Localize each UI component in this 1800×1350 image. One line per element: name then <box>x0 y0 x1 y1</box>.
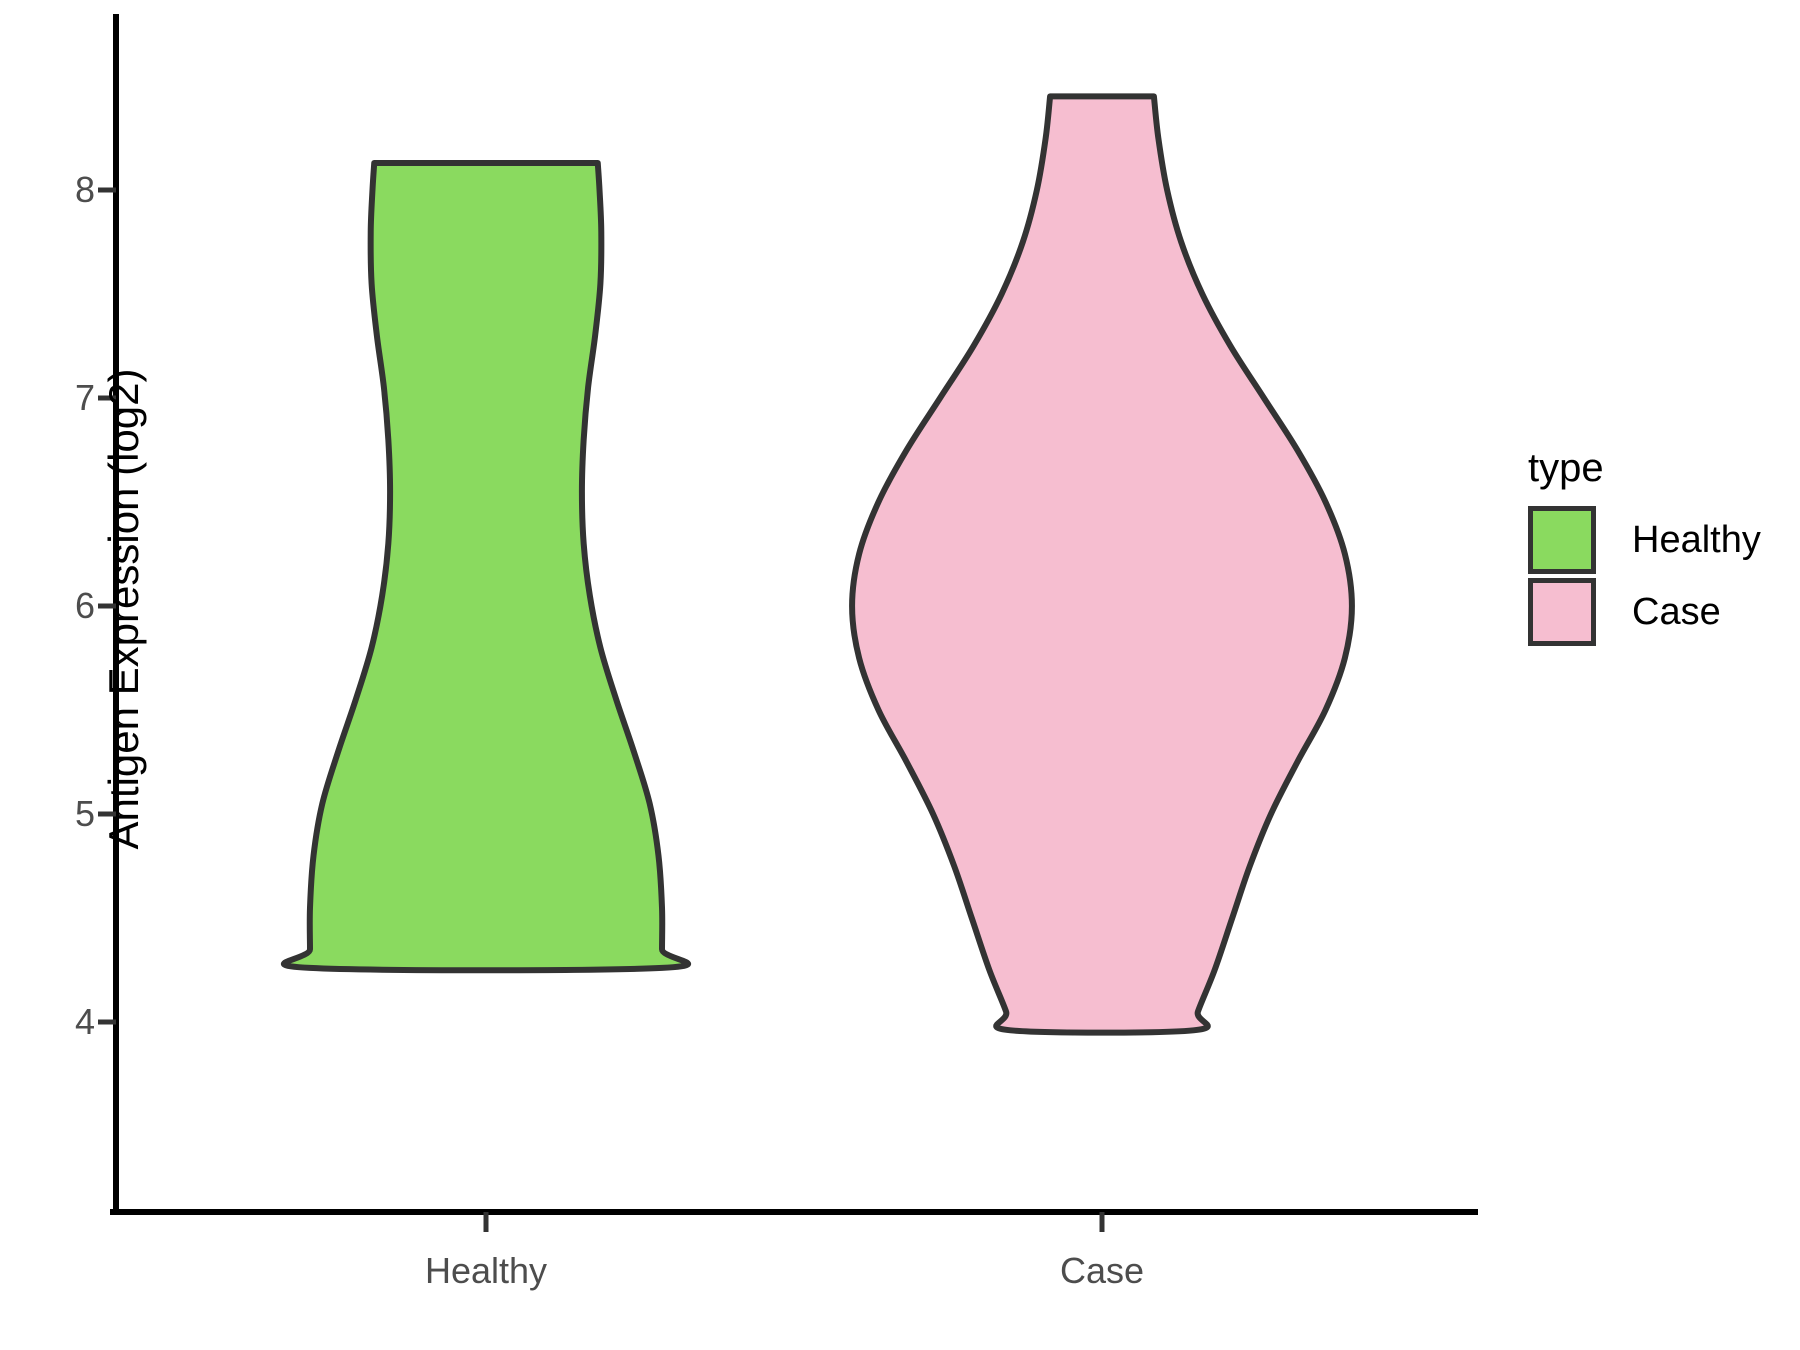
x-tick-label-case: Case <box>1059 1250 1145 1291</box>
y-tick-label-7: 7 <box>74 377 95 418</box>
violin-healthy <box>280 159 692 974</box>
legend-swatch-case <box>1528 578 1596 646</box>
legend-label-case: Case <box>1632 591 1721 633</box>
legend-swatch-healthy <box>1528 506 1596 574</box>
legend-label-healthy: Healthy <box>1632 519 1761 561</box>
y-tick-label-4: 4 <box>74 1001 95 1042</box>
y-tick-label-5: 5 <box>74 793 95 834</box>
y-tick-label-6: 6 <box>74 585 95 626</box>
violin-case <box>849 93 1355 1036</box>
legend-item-case[interactable]: Case <box>1528 576 1761 648</box>
y-tick-label-8: 8 <box>74 169 95 210</box>
x-tick-label-healthy: Healthy <box>424 1250 548 1291</box>
legend-item-healthy[interactable]: Healthy <box>1528 504 1761 576</box>
y-axis-title: Antigen Expression (log2) <box>100 368 147 850</box>
legend: type Healthy Case <box>1528 448 1761 648</box>
legend-title: type <box>1528 446 1604 490</box>
